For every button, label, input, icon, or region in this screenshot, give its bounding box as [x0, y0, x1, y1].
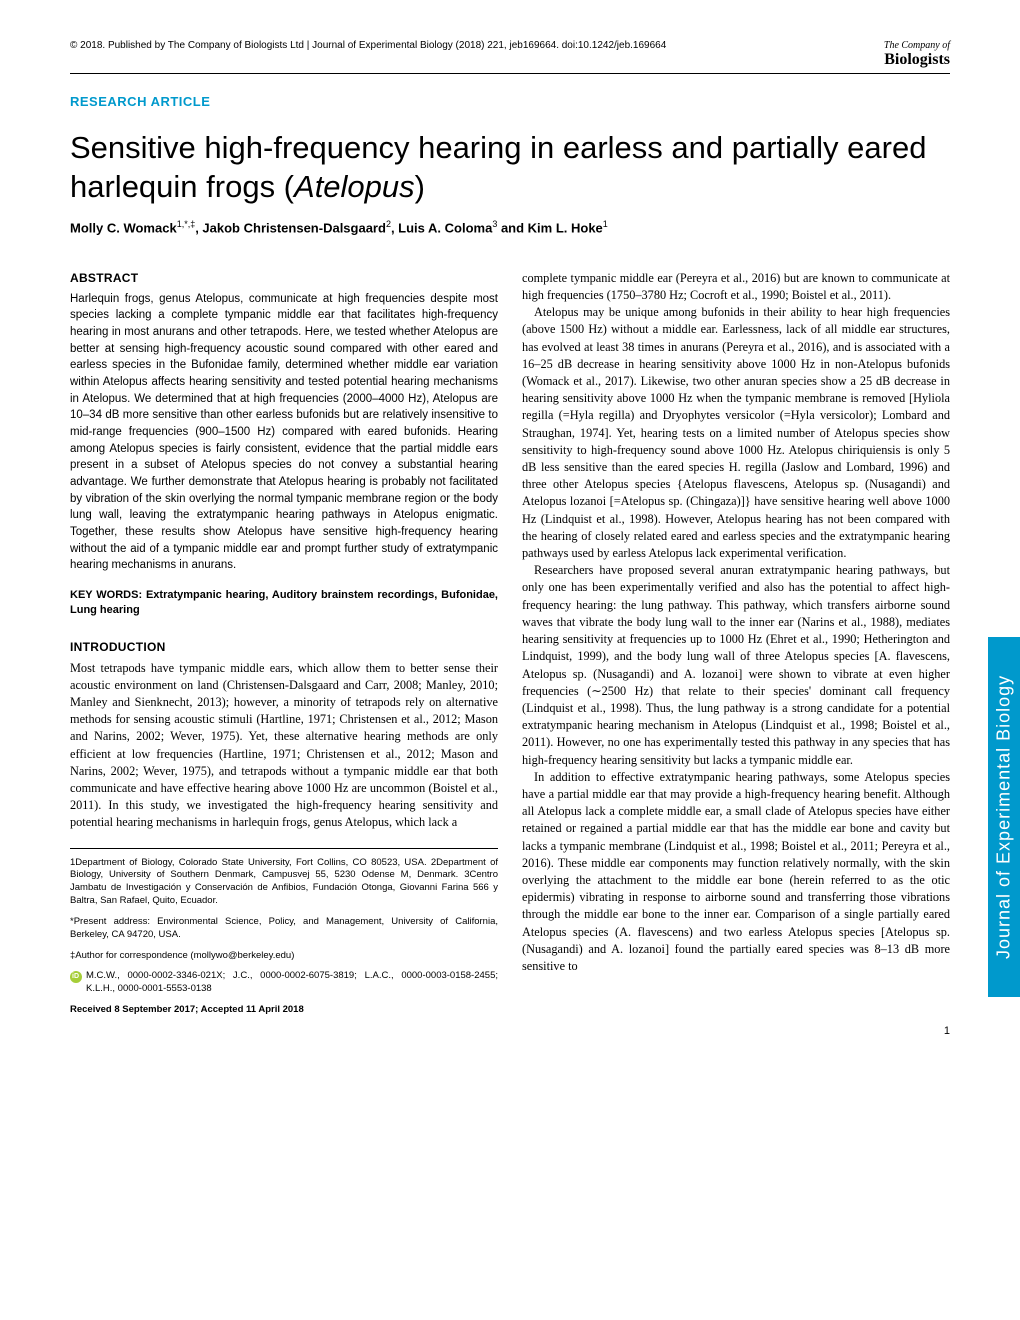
received-accepted-dates: Received 8 September 2017; Accepted 11 A… — [70, 1004, 498, 1017]
col2-paragraph-2: Atelopus may be unique among bufonids in… — [522, 304, 950, 562]
page-header: © 2018. Published by The Company of Biol… — [70, 40, 950, 74]
page-number: 1 — [944, 1025, 950, 1037]
journal-side-tab: Journal of Experimental Biology — [988, 637, 1020, 997]
abstract-body: Harlequin frogs, genus Atelopus, communi… — [70, 291, 498, 574]
title-post: ) — [415, 169, 425, 204]
present-address: *Present address: Environmental Science,… — [70, 916, 498, 942]
author-list: Molly C. Womack1,*,‡, Jakob Christensen-… — [70, 219, 950, 235]
orcid-row: M.C.W., 0000-0002-3346-021X; J.C., 0000-… — [70, 970, 498, 996]
affiliations-block: 1Department of Biology, Colorado State U… — [70, 848, 498, 1017]
title-pre: Sensitive high-frequency hearing in earl… — [70, 130, 926, 204]
article-title: Sensitive high-frequency hearing in earl… — [70, 129, 950, 207]
orcid-ids: M.C.W., 0000-0002-3346-021X; J.C., 0000-… — [86, 970, 498, 996]
keywords-block: KEY WORDS: Extratympanic hearing, Audito… — [70, 588, 498, 619]
publisher-logo: The Company of Biologists — [884, 40, 950, 69]
col2-paragraph-3: Researchers have proposed several anuran… — [522, 562, 950, 768]
col2-paragraph-4: In addition to effective extratympanic h… — [522, 769, 950, 975]
logo-main-line: Biologists — [884, 51, 950, 68]
logo-top-line: The Company of — [884, 40, 950, 51]
introduction-heading: INTRODUCTION — [70, 639, 498, 656]
affiliation-list: 1Department of Biology, Colorado State U… — [70, 857, 498, 908]
intro-paragraph-1: Most tetrapods have tympanic middle ears… — [70, 660, 498, 832]
title-genus: Atelopus — [294, 169, 415, 204]
two-column-layout: ABSTRACT Harlequin frogs, genus Atelopus… — [70, 270, 950, 1017]
corresponding-author: ‡Author for correspondence (mollywo@berk… — [70, 950, 498, 963]
abstract-heading: ABSTRACT — [70, 270, 498, 287]
orcid-icon — [70, 971, 82, 983]
left-column: ABSTRACT Harlequin frogs, genus Atelopus… — [70, 270, 498, 1017]
copyright-text: © 2018. Published by The Company of Biol… — [70, 40, 666, 51]
right-column: complete tympanic middle ear (Pereyra et… — [522, 270, 950, 1017]
col2-paragraph-1: complete tympanic middle ear (Pereyra et… — [522, 270, 950, 304]
article-type-label: RESEARCH ARTICLE — [70, 94, 950, 109]
